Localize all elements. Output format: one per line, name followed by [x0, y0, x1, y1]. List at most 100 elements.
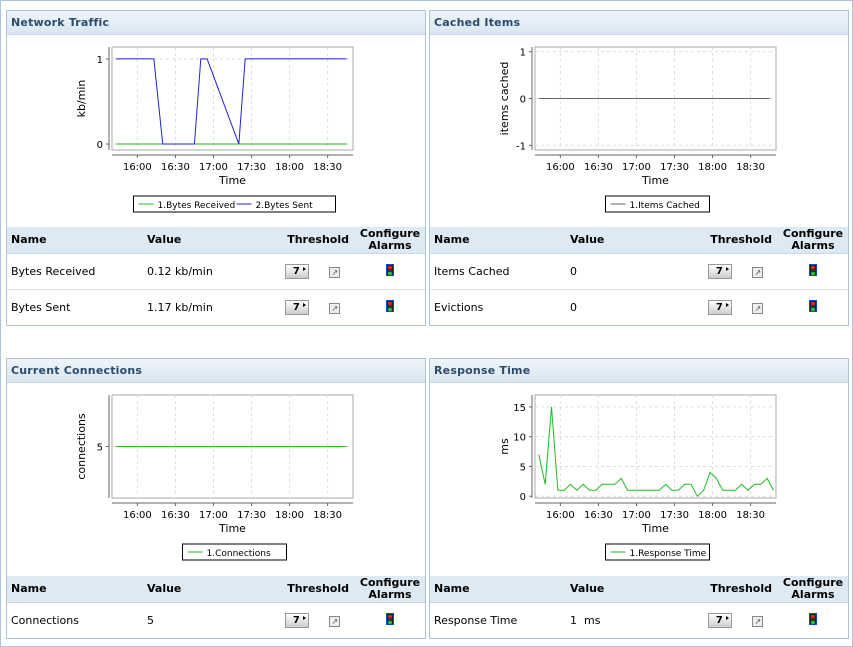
table-row: Bytes Received 0.12 kb/min 7 ↗ — [7, 253, 425, 290]
col-configure-alarms: Configure Alarms — [355, 227, 425, 254]
y-axis-label: connections — [75, 413, 88, 480]
series-line — [115, 58, 347, 145]
y-tick-label: 0 — [97, 140, 103, 151]
y-tick-label: 1 — [97, 55, 103, 66]
col-threshold: Threshold — [243, 576, 355, 603]
metrics-table: Name Value Threshold Configure Alarms It… — [430, 227, 848, 325]
col-configure-alarms: Configure Alarms — [778, 576, 848, 603]
threshold-dropdown-button[interactable]: 7 — [707, 299, 732, 315]
x-tick-label: 17:00 — [199, 510, 228, 521]
y-tick-label: -1 — [516, 141, 526, 152]
metrics-table: Name Value Threshold Configure Alarms Re… — [430, 576, 848, 638]
panel-title: Network Traffic — [7, 11, 425, 35]
y-axis-label: ms — [498, 438, 511, 455]
traffic-light-alarm-icon[interactable] — [386, 263, 394, 276]
threshold-link-icon[interactable]: ↗ — [752, 302, 764, 314]
threshold-link-icon[interactable]: ↗ — [752, 266, 764, 278]
col-value: Value — [143, 576, 243, 603]
line-chart: 16:00 16:30 17:00 17:30 18:00 18:30 -1 0 1 Time it… — [498, 46, 777, 213]
legend — [133, 195, 336, 213]
metrics-table: Name Value Threshold Configure Alarms By… — [7, 227, 425, 325]
threshold-dropdown-button[interactable]: 7 — [284, 299, 309, 315]
cached-items-panel: Cached Items 16:00 16:30 17:00 17:30 18:00 18:… — [429, 10, 849, 326]
y-tick-label: 0 — [520, 492, 526, 503]
metric-value: 0.12 kb/min — [143, 253, 243, 290]
response-time-panel: Response Time 16:00 16:30 17:00 17:30 18:00 18… — [429, 358, 849, 639]
y-axis-label: items cached — [498, 62, 511, 136]
legend-label: 1.Items Cached — [630, 201, 700, 211]
table-row: Evictions 0 7 ↗ — [430, 289, 848, 325]
metric-value: 0 — [566, 253, 666, 290]
x-axis-label: Time — [218, 174, 246, 187]
network-traffic-panel: Network Traffic 16:00 16:30 17:00 17:30 18:00… — [6, 10, 426, 326]
metrics-table: Name Value Threshold Configure Alarms Co… — [7, 576, 425, 638]
table-row: Bytes Sent 1.17 kb/min 7 ↗ — [7, 289, 425, 325]
threshold-dropdown-button[interactable]: 7 — [707, 612, 732, 628]
traffic-light-alarm-icon[interactable] — [809, 263, 817, 276]
x-tick-label: 17:00 — [622, 162, 651, 173]
metric-name: Bytes Sent — [11, 300, 71, 314]
traffic-light-alarm-icon[interactable] — [809, 299, 817, 312]
threshold-link-icon[interactable]: ↗ — [329, 615, 341, 627]
current-connections-panel: Current Connections 16:00 16:30 17:00 17:30 1… — [6, 358, 426, 639]
threshold-dropdown-button[interactable]: 7 — [284, 263, 309, 279]
traffic-light-alarm-icon[interactable] — [386, 612, 394, 625]
table-row: Connections 5 7 ↗ — [7, 602, 425, 638]
x-tick-label: 18:30 — [313, 510, 342, 521]
threshold-dropdown-button[interactable]: 7 — [284, 612, 309, 628]
col-threshold: Threshold — [666, 576, 778, 603]
col-name: Name — [430, 576, 566, 603]
series-line — [538, 406, 774, 498]
col-name: Name — [430, 227, 566, 254]
y-tick-label: 5 — [97, 443, 103, 454]
x-tick-label: 16:00 — [123, 162, 152, 173]
threshold-link-icon[interactable]: ↗ — [329, 266, 341, 278]
col-value: Value — [143, 227, 243, 254]
y-tick-label: 5 — [520, 462, 526, 473]
x-tick-label: 18:00 — [275, 510, 304, 521]
x-tick-label: 18:30 — [313, 162, 342, 173]
metric-name: Items Cached — [430, 253, 566, 290]
metric-value: 1 ms — [570, 613, 601, 627]
x-tick-label: 16:00 — [123, 510, 152, 521]
x-axis-label: Time — [641, 522, 669, 535]
threshold-link-icon[interactable]: ↗ — [329, 302, 341, 314]
panel-title: Response Time — [430, 359, 848, 383]
x-tick-label: 16:00 — [546, 510, 575, 521]
metric-name: Evictions — [434, 300, 484, 314]
x-tick-label: 17:30 — [237, 510, 266, 521]
legend — [182, 543, 287, 561]
y-tick-label: 10 — [513, 433, 526, 444]
plot-area — [111, 46, 354, 151]
threshold-link-icon[interactable]: ↗ — [752, 615, 764, 627]
metric-name: Response Time — [434, 613, 518, 627]
table-row: Response Time 1 ms 7 ↗ — [430, 602, 848, 638]
x-tick-label: 16:30 — [161, 510, 190, 521]
x-tick-label: 18:00 — [698, 162, 727, 173]
col-threshold: Threshold — [243, 227, 355, 254]
panel-title: Cached Items — [430, 11, 848, 35]
col-name: Name — [7, 576, 143, 603]
traffic-light-alarm-icon[interactable] — [386, 299, 394, 312]
x-tick-label: 18:30 — [736, 510, 765, 521]
col-threshold: Threshold — [666, 227, 778, 254]
x-tick-label: 17:30 — [660, 162, 689, 173]
x-tick-label: 17:00 — [622, 510, 651, 521]
legend-label: 1.Connections — [207, 549, 272, 559]
line-chart: 16:00 16:30 17:00 17:30 18:00 18:30 0 5 10 15 Time… — [498, 394, 777, 561]
x-tick-label: 16:30 — [584, 162, 613, 173]
x-tick-label: 18:00 — [275, 162, 304, 173]
table-row: Items Cached 0 7 ↗ — [430, 253, 848, 290]
traffic-light-alarm-icon[interactable] — [809, 612, 817, 625]
x-tick-label: 18:00 — [698, 510, 727, 521]
line-chart: 16:00 16:30 17:00 17:30 18:00 18:30 0 1 Time kb/m… — [75, 46, 354, 213]
x-axis-label: Time — [218, 522, 246, 535]
metric-value: 0 — [570, 300, 577, 314]
x-tick-label: 16:30 — [161, 162, 190, 173]
metric-name: Connections — [11, 613, 79, 627]
x-axis-label: Time — [641, 174, 669, 187]
threshold-dropdown-button[interactable]: 7 — [707, 263, 732, 279]
x-tick-label: 17:30 — [237, 162, 266, 173]
plot-area — [534, 394, 777, 499]
x-tick-label: 16:30 — [584, 510, 613, 521]
